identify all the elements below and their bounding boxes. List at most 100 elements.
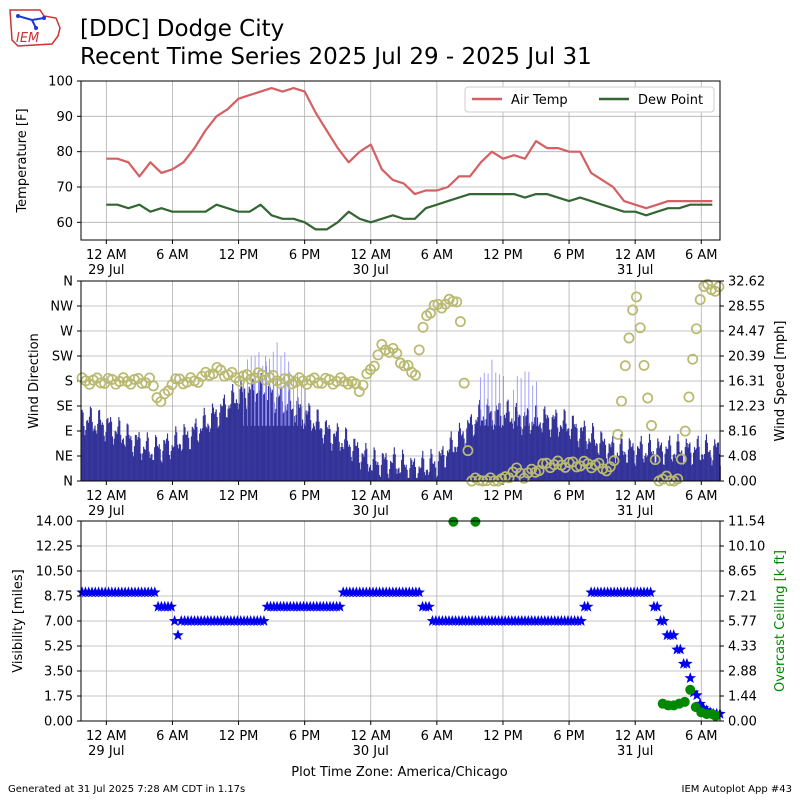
wind-speed-bar <box>401 449 404 481</box>
visibility-marker <box>582 600 594 612</box>
wind-speed-bar <box>95 430 97 481</box>
legend-label-air-temp: Air Temp <box>511 93 568 108</box>
wind-speed-bar <box>650 451 652 481</box>
x-tick-sublabel: 30 Jul <box>353 744 389 759</box>
wind-speed-bar <box>310 420 312 481</box>
wind-speed-bar <box>558 436 560 481</box>
wind-speed-axis-tick-label: 12.23 <box>728 400 765 415</box>
wind-speed-bar <box>423 458 425 481</box>
wind-direction-marker <box>649 454 661 466</box>
wind-speed-bar <box>457 446 459 481</box>
visibility-frame <box>80 520 721 722</box>
wind-speed-bar <box>140 453 142 481</box>
wind-speed-bar <box>134 434 136 481</box>
wind-speed-bar <box>387 473 389 481</box>
wind-speed-bar <box>548 429 551 481</box>
wind-speed-bar <box>87 420 89 481</box>
wind-speed-bar <box>348 444 350 481</box>
wind-speed-bar <box>304 412 306 481</box>
wind-speed-bar <box>267 400 269 481</box>
wind-speed-bar <box>528 423 530 481</box>
visibility-marker <box>697 702 710 713</box>
wind-speed-bar <box>468 423 471 481</box>
wind-speed-bar <box>118 417 120 481</box>
wind-speed-axis-tick-label: 24.47 <box>728 325 765 340</box>
wind-speed-bar <box>309 405 311 481</box>
wind-speed-bar <box>255 393 258 481</box>
wind-speed-bar <box>708 451 710 481</box>
wind-speed-bar <box>446 456 448 481</box>
wind-direction-marker <box>608 455 620 467</box>
wind-speed-bar <box>647 455 649 481</box>
wind-speed-bar <box>184 427 186 481</box>
wind-speed-bar <box>214 411 216 481</box>
wind-speed-bar <box>693 447 696 481</box>
wind-direction-marker <box>372 349 384 361</box>
wind-speed-bar <box>484 425 486 481</box>
wind-speed-bar <box>409 468 411 481</box>
wind-speed-bar <box>237 409 239 481</box>
wind-speed-bar <box>135 435 137 481</box>
wind-speed-bar <box>345 429 348 481</box>
wind-direction-marker <box>690 323 702 335</box>
x-tick-label: 6 AM <box>421 248 454 263</box>
wind-speed-bar <box>349 446 351 481</box>
x-tick-label: 12 PM <box>483 729 523 744</box>
wind-speed-bar <box>370 470 372 481</box>
wind-speed-bar <box>498 403 500 481</box>
wind-speed-bar <box>674 458 676 481</box>
x-tick-label: 12 PM <box>219 489 259 504</box>
ceiling-axis-tick-label: 10.10 <box>728 540 765 555</box>
wind-speed-bar <box>110 417 112 481</box>
wind-speed-bar <box>223 394 226 481</box>
wind-speed-bar <box>275 408 277 481</box>
wind-speed-bar <box>123 444 125 481</box>
wind-speed-bar <box>400 472 402 481</box>
wind-dir-axis-tick-label: SW <box>52 350 73 365</box>
wind-speed-bar <box>220 404 222 481</box>
visibility-ylabel: Visibility [miles] <box>11 569 26 672</box>
wind-speed-bar <box>417 473 419 481</box>
x-tick-label: 12 PM <box>219 248 259 263</box>
wind-speed-bar <box>255 401 257 481</box>
wind-direction-marker <box>368 360 380 372</box>
wind-speed-bar <box>375 461 377 481</box>
wind-speed-bar <box>388 477 390 481</box>
wind-speed-bar <box>638 449 641 481</box>
visibility-marker <box>334 600 346 612</box>
wind-speed-bar <box>578 447 580 481</box>
x-tick-label: 6 AM <box>685 489 718 504</box>
wind-speed-bar <box>289 400 292 481</box>
wind-speed-bar <box>212 407 215 481</box>
wind-speed-bar <box>121 442 123 481</box>
wind-speed-bar <box>467 420 469 481</box>
wind-speed-bar <box>377 462 379 481</box>
wind-speed-bar <box>206 428 208 481</box>
wind-speed-bar <box>234 403 237 481</box>
wind-speed-bar <box>291 409 293 481</box>
wind-speed-bar <box>203 407 205 481</box>
wind-speed-bar <box>551 417 553 481</box>
wind-speed-bar <box>356 442 359 481</box>
visibility-marker <box>668 629 680 641</box>
x-tick-label: 12 AM <box>350 248 391 263</box>
wind-speed-bar <box>89 406 91 481</box>
wind-speed-bar <box>271 389 273 481</box>
wind-speed-bar <box>278 395 281 481</box>
wind-speed-bar <box>200 431 203 481</box>
wind-speed-bar <box>625 454 627 481</box>
visibility-marker <box>658 615 670 626</box>
x-tick-label: 6 PM <box>289 489 320 504</box>
wind-speed-bar <box>413 458 416 481</box>
wind-speed-bar <box>159 449 161 481</box>
wind-speed-bar <box>543 408 545 481</box>
x-tick-label: 12 AM <box>86 489 127 504</box>
wind-speed-bar <box>326 427 328 481</box>
wind-speed-ylabel: Wind Speed [mph] <box>773 321 788 442</box>
wind-speed-bar <box>285 406 287 481</box>
wind-speed-bar <box>626 462 629 481</box>
wind-speed-bar <box>379 475 381 481</box>
wind-speed-bar <box>709 450 711 481</box>
x-tick-sublabel: 31 Jul <box>617 744 653 759</box>
wind-speed-bar <box>406 469 408 481</box>
